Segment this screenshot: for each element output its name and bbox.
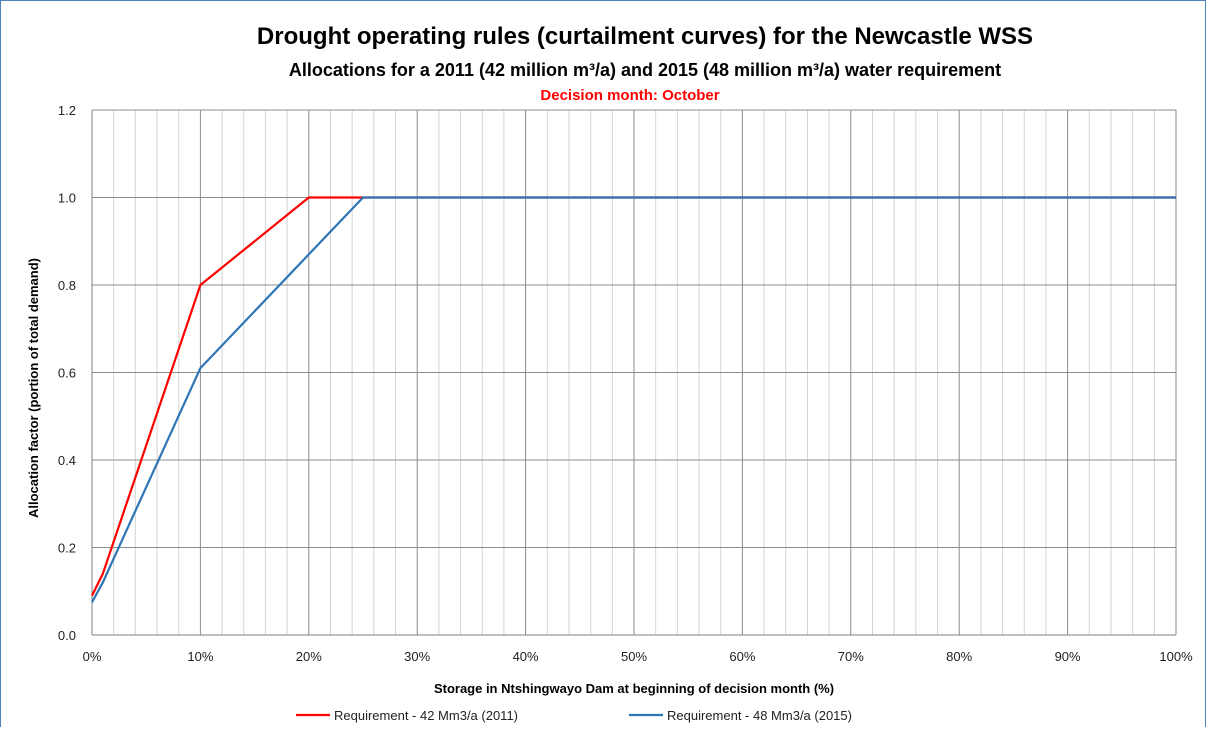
series-line-2	[91, 196, 1176, 603]
decision-month-note: Decision month: October	[540, 87, 719, 104]
legend-label-2: Requirement - 48 Mm3/a (2015)	[667, 708, 852, 723]
y-tick-label: 0.0	[58, 628, 76, 643]
x-axis-label: Storage in Ntshingwayo Dam at beginning …	[434, 681, 834, 696]
x-tick-label: 0%	[83, 649, 102, 664]
grid	[91, 109, 1177, 636]
x-tick-label: 40%	[513, 649, 539, 664]
x-tick-label: 80%	[946, 649, 972, 664]
x-tick-label: 90%	[1055, 649, 1081, 664]
x-tick-label: 70%	[838, 649, 864, 664]
y-tick-label: 0.8	[58, 278, 76, 293]
x-tick-label: 30%	[404, 649, 430, 664]
y-tick-label: 0.4	[58, 453, 76, 468]
x-tick-label: 100%	[1159, 649, 1193, 664]
x-tick-label: 50%	[621, 649, 647, 664]
y-tick-label: 1.2	[58, 103, 76, 118]
chart-title: Drought operating rules (curtailment cur…	[257, 23, 1033, 50]
chart-subtitle: Allocations for a 2011 (42 million m³/a)…	[289, 60, 1001, 80]
y-tick-label: 1.0	[58, 191, 76, 206]
y-axis-label: Allocation factor (portion of total dema…	[26, 258, 41, 518]
tick-labels: 0% 10% 20% 30% 40% 50% 60% 70% 80% 90% 100% 0.0 0.2 0…	[58, 103, 1193, 664]
y-tick-label: 0.2	[58, 541, 76, 556]
x-tick-label: 10%	[187, 649, 213, 664]
series-lines	[91, 196, 1176, 603]
legend-label-1: Requirement - 42 Mm3/a (2011)	[334, 708, 518, 723]
legend: Requirement - 42 Mm3/a (2011) Requirement…	[296, 708, 852, 723]
x-tick-label: 60%	[729, 649, 755, 664]
x-tick-label: 20%	[296, 649, 322, 664]
y-tick-label: 0.6	[58, 366, 76, 381]
